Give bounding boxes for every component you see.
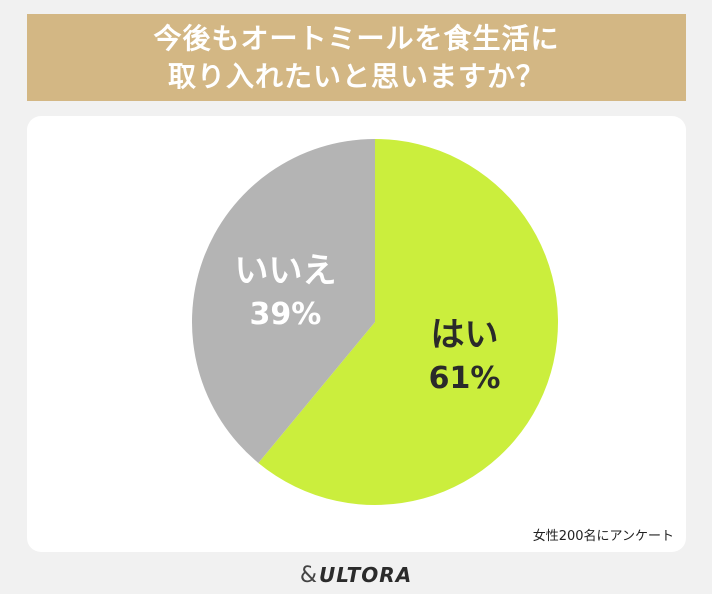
pie-label-value: 61% xyxy=(429,361,501,396)
pie-label-value: 39% xyxy=(250,297,322,332)
title-banner: 今後もオートミールを食生活に 取り入れたいと思いますか？ xyxy=(27,14,686,101)
title-line-1: 今後もオートミールを食生活に xyxy=(153,21,560,55)
brand-amp: & xyxy=(299,562,318,588)
pie-chart: はい 61% いいえ 39% xyxy=(192,139,559,505)
brand-logo: & ULTORA xyxy=(0,560,712,590)
chart-card: はい 61% いいえ 39% 女性200名にアンケート xyxy=(27,116,686,552)
pie-label-category: いいえ xyxy=(234,251,336,291)
pie-slice-yes xyxy=(258,139,559,505)
brand-name: ULTORA xyxy=(318,563,413,587)
source-note: 女性200名にアンケート xyxy=(532,529,674,544)
title-line-2: 取り入れたいと思いますか？ xyxy=(167,59,545,93)
pie-label-category: はい xyxy=(431,315,499,355)
pie-slice-no xyxy=(192,139,375,464)
